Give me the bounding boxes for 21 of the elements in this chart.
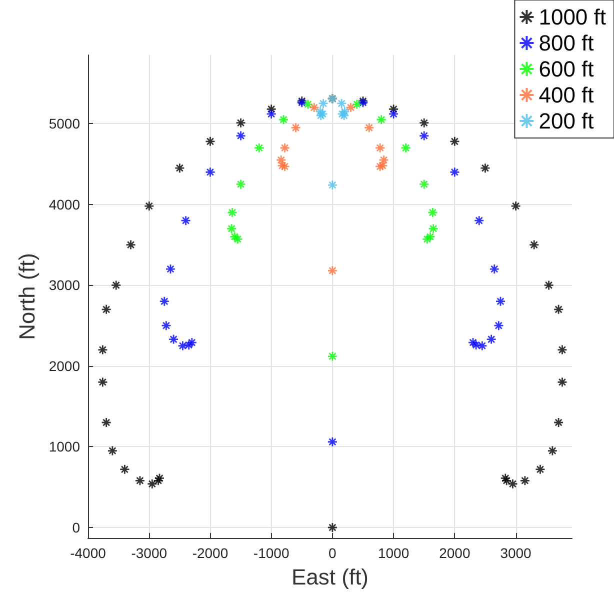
x-tick-label: 0: [328, 545, 337, 561]
y-axis-title: North (ft): [14, 253, 40, 340]
x-tick-label: -3000: [131, 545, 168, 561]
x-tick-label: 1000: [378, 545, 410, 561]
legend-label: 800 ft: [538, 30, 594, 56]
legend-label: 1000 ft: [538, 4, 606, 30]
x-tick-label: -1000: [253, 545, 290, 561]
legend-label: 400 ft: [538, 82, 594, 108]
y-tick-label: 2000: [48, 358, 80, 374]
legend-label: 600 ft: [538, 56, 594, 82]
x-tick-label: -2000: [192, 545, 228, 561]
y-tick-label: 1000: [48, 438, 80, 455]
x-axis-title: East (ft): [291, 564, 369, 590]
y-tick-label: 0: [72, 520, 80, 536]
legend-label: 200 ft: [538, 108, 594, 134]
x-tick-label: 2000: [439, 545, 470, 561]
x-tick-label: 3000: [500, 545, 532, 561]
y-tick-label: 3000: [48, 277, 80, 294]
x-tick-label: -4000: [70, 545, 106, 561]
y-tick-label: 4000: [48, 196, 80, 212]
y-tick-label: 5000: [48, 116, 80, 132]
